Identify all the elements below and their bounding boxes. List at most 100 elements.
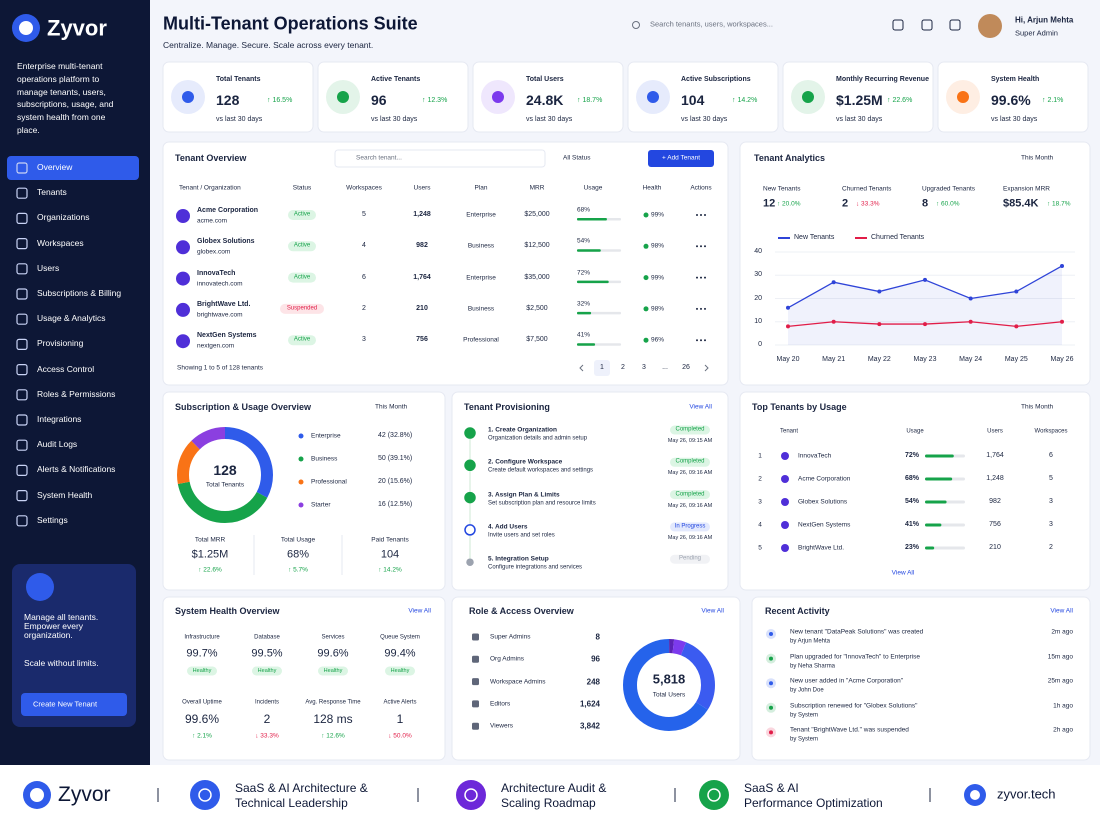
kpi-value: 99.6% — [991, 91, 1031, 108]
nav-item[interactable]: System Health — [37, 489, 93, 500]
header-icon — [921, 19, 933, 31]
footer-band — [0, 765, 1100, 825]
workspaces: 2 — [1049, 543, 1053, 551]
legend-dot — [298, 479, 304, 485]
page-button[interactable]: 2 — [621, 363, 625, 371]
workspaces: 2 — [362, 304, 366, 312]
nav-item[interactable]: Organizations — [37, 212, 90, 223]
rank: 3 — [758, 498, 762, 506]
nav-item[interactable]: Roles & Permissions — [37, 388, 116, 399]
actions-dot — [700, 307, 702, 310]
tenant-name: BrightWave Ltd. — [798, 544, 845, 552]
nav-item[interactable]: Overview — [37, 162, 73, 173]
step-desc: Set subscription plan and resource limit… — [488, 500, 596, 507]
tenant-logo — [781, 544, 789, 552]
users: 1,248 — [413, 210, 431, 218]
nav-item[interactable]: Settings — [37, 514, 68, 525]
legend-value: 42 (32.8%) — [378, 431, 413, 439]
step-status: Completed — [675, 426, 705, 433]
kpi-label: Active Subscriptions — [681, 75, 751, 83]
health-dot — [643, 275, 649, 281]
footer-icon — [456, 780, 486, 810]
actions-dot — [696, 307, 698, 310]
header-icon — [949, 19, 961, 31]
nav-item[interactable]: Access Control — [37, 363, 95, 374]
view-all[interactable]: View All — [891, 569, 915, 577]
page-button[interactable]: 26 — [682, 363, 690, 371]
stat-value: $1.25M — [191, 548, 229, 561]
section-title: Tenant Provisioning — [464, 401, 550, 412]
tenant-domain: globex.com — [197, 248, 231, 256]
card — [162, 141, 729, 386]
role-count: 1,624 — [579, 699, 600, 709]
usage-bar — [925, 477, 953, 481]
tenant-logo — [176, 271, 190, 286]
column-header: Actions — [690, 184, 712, 192]
plan: Enterprise — [466, 211, 496, 219]
page-button[interactable]: 3 — [642, 363, 646, 371]
nav-item[interactable]: Subscriptions & Billing — [37, 288, 122, 299]
mrr: $12,500 — [524, 242, 550, 250]
usage-label: 41% — [577, 331, 591, 339]
card — [739, 141, 1091, 386]
nav-item[interactable]: Tenants — [37, 187, 67, 198]
nav-item[interactable]: Provisioning — [37, 338, 84, 349]
x-tick-label: May 25 — [1004, 355, 1028, 363]
x-tick-label: May 24 — [959, 355, 983, 363]
nav-item[interactable]: Integrations — [37, 414, 82, 425]
stat-label: Expansion MRR — [1003, 185, 1050, 193]
usage-label: 54% — [904, 497, 919, 505]
kpi-label: Monthly Recurring Revenue — [836, 75, 929, 83]
nav-item[interactable]: Workspaces — [37, 237, 84, 248]
kpi-icon — [492, 91, 504, 103]
kpi-icon — [802, 91, 814, 103]
view-all[interactable]: View All — [701, 607, 724, 615]
user-role: Super Admin — [1015, 28, 1058, 38]
add-tenant-button[interactable]: + Add Tenant — [661, 154, 701, 162]
stat-label: Total MRR — [194, 536, 226, 544]
role-name: Super Admins — [490, 633, 531, 641]
nav-icon — [16, 212, 28, 224]
workspaces: 3 — [362, 336, 366, 344]
page-button[interactable]: ... — [662, 363, 668, 371]
nav-item[interactable]: Audit Logs — [37, 439, 78, 450]
nav-item[interactable]: Users — [37, 262, 60, 273]
page-button[interactable]: 1 — [600, 363, 604, 371]
mrr: $25,000 — [524, 210, 550, 218]
period-select[interactable]: This Month — [1021, 154, 1054, 162]
activity-dot — [769, 681, 773, 686]
search-input[interactable]: Search tenants, users, workspaces... — [650, 19, 773, 29]
activity-time: 1h ago — [1053, 702, 1073, 710]
legend-dot — [298, 433, 304, 439]
card — [739, 391, 1091, 591]
tenant-search[interactable]: Search tenant... — [356, 154, 402, 162]
tenant-domain: brightwave.com — [197, 311, 243, 319]
tagline: Enterprise multi-tenant operations platf… — [17, 60, 114, 135]
create-button-label[interactable]: Create New Tenant — [33, 699, 98, 709]
role-name: Editors — [490, 700, 511, 708]
footer-item: Architecture Audit & — [501, 781, 607, 796]
view-all[interactable]: View All — [408, 607, 431, 615]
period-select[interactable]: This Month — [1021, 403, 1054, 411]
section-title: Tenant Overview — [175, 152, 247, 163]
plan: Enterprise — [466, 273, 496, 281]
legend-value: 16 (12.5%) — [378, 500, 413, 508]
activity-text: Tenant "BrightWave Ltd." was suspended — [790, 726, 909, 734]
donut-segment — [177, 427, 273, 523]
plan: Business — [467, 305, 495, 313]
usage-track — [925, 546, 965, 550]
point — [831, 319, 836, 324]
period-select[interactable]: This Month — [375, 403, 408, 411]
tenant-logo — [781, 475, 789, 483]
kpi-icon — [337, 91, 349, 103]
nav-item[interactable]: Usage & Analytics — [37, 313, 106, 324]
nav-icon — [16, 490, 28, 502]
usage-label: 54% — [577, 237, 591, 245]
view-all[interactable]: View All — [1050, 607, 1073, 615]
status-filter[interactable]: All Status — [563, 154, 591, 162]
view-all[interactable]: View All — [689, 403, 712, 411]
x-tick-label: May 21 — [822, 355, 846, 363]
legend-dot — [298, 456, 304, 462]
nav-item[interactable]: Alerts & Notifications — [37, 464, 116, 475]
